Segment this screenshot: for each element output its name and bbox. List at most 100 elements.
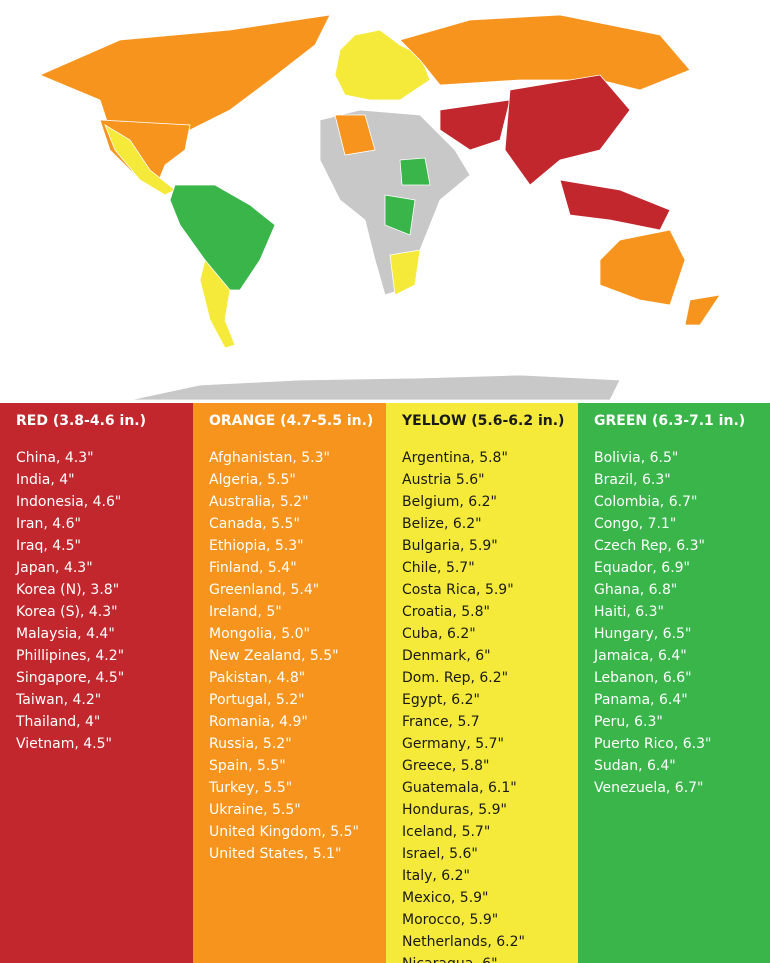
column-header: GREEN (6.3-7.1 in.) xyxy=(594,413,746,429)
country-entry: Honduras, 5.9" xyxy=(402,802,507,818)
country-entry: Malaysia, 4.4" xyxy=(16,626,115,642)
country-entry: United Kingdom, 5.5" xyxy=(209,824,359,840)
country-entry: Ghana, 6.8" xyxy=(594,582,678,598)
country-entry: Guatemala, 6.1" xyxy=(402,780,517,796)
south-africa xyxy=(389,249,421,296)
world-map xyxy=(38,14,721,401)
orange-column: ORANGE (4.7-5.5 in.) Afghanistan, 5.3" Alg… xyxy=(193,403,386,963)
country-entry: Netherlands, 6.2" xyxy=(402,934,525,950)
country-entry: Ireland, 5" xyxy=(209,604,282,620)
country-entry: Iceland, 5.7" xyxy=(402,824,491,840)
column-header: RED (3.8-4.6 in.) xyxy=(16,413,147,429)
congo xyxy=(384,194,416,236)
country-entry: United States, 5.1" xyxy=(209,846,342,862)
country-entry: Singapore, 4.5" xyxy=(16,670,125,686)
country-entry: Japan, 4.3" xyxy=(16,560,93,576)
country-entry: Vietnam, 4.5" xyxy=(16,736,112,752)
country-entry: Ethiopia, 5.3" xyxy=(209,538,304,554)
country-entry: Nicaragua, 6" xyxy=(402,953,578,963)
country-entry: Belize, 6.2" xyxy=(402,516,482,532)
country-entry: Lebanon, 6.6" xyxy=(594,670,692,686)
red-column: RED (3.8-4.6 in.) China, 4.3" India, 4" Ind… xyxy=(0,403,193,963)
antarctica xyxy=(129,374,621,401)
europe xyxy=(334,29,431,101)
country-entry: Denmark, 6" xyxy=(402,648,491,664)
country-entry: Mexico, 5.9" xyxy=(402,890,489,906)
country-entry: Turkey, 5.5" xyxy=(209,780,293,796)
country-entry: Indonesia, 4.6" xyxy=(16,494,122,510)
country-entry: Puerto Rico, 6.3" xyxy=(594,736,712,752)
country-entry: Jamaica, 6.4" xyxy=(594,648,687,664)
south-america xyxy=(169,184,276,291)
country-entry: Korea (S), 4.3" xyxy=(16,604,118,620)
country-entry: Romania, 4.9" xyxy=(209,714,308,730)
country-entry: France, 5.7 xyxy=(402,714,480,730)
country-entry: Russia, 5.2" xyxy=(209,736,292,752)
country-entry: Hungary, 6.5" xyxy=(594,626,692,642)
new-zealand xyxy=(684,294,721,326)
country-entry: Congo, 7.1" xyxy=(594,516,677,532)
country-entry: Algeria, 5.5" xyxy=(209,472,296,488)
country-entry: Colombia, 6.7" xyxy=(594,494,698,510)
country-entry: Equador, 6.9" xyxy=(594,560,690,576)
country-entry: Morocco, 5.9" xyxy=(402,912,499,928)
russia xyxy=(399,14,691,91)
country-entry: Panama, 6.4" xyxy=(594,692,688,708)
country-entry: Croatia, 5.8" xyxy=(402,604,490,620)
country-entry: Iraq, 4.5" xyxy=(16,538,81,554)
country-entry: Mongolia, 5.0" xyxy=(209,626,310,642)
country-entry: China, 4.3" xyxy=(16,450,94,466)
country-entry: Cuba, 6.2" xyxy=(402,626,476,642)
north-america xyxy=(38,14,331,131)
australia xyxy=(599,229,686,306)
country-entry: Austria 5.6" xyxy=(402,472,485,488)
country-entry: India, 4" xyxy=(16,472,75,488)
country-entry: Sudan, 6.4" xyxy=(594,758,676,774)
country-entry: Costa Rica, 5.9" xyxy=(402,582,514,598)
country-entry: Venezuela, 6.7" xyxy=(594,780,704,796)
country-entry: Greece, 5.8" xyxy=(402,758,490,774)
country-entry: Argentina, 5.8" xyxy=(402,450,508,466)
country-entry: Afghanistan, 5.3" xyxy=(209,450,330,466)
middle-east xyxy=(439,99,511,151)
legend-columns: RED (3.8-4.6 in.) China, 4.3" India, 4" Ind… xyxy=(0,403,770,963)
country-entry: Australia, 5.2" xyxy=(209,494,309,510)
sudan xyxy=(399,157,431,186)
country-entry: Israel, 5.6" xyxy=(402,846,478,862)
country-entry: Pakistan, 4.8" xyxy=(209,670,306,686)
column-header: ORANGE (4.7-5.5 in.) xyxy=(209,413,374,429)
country-entry: Phillipines, 4.2" xyxy=(16,648,125,664)
country-entry: Bulgaria, 5.9" xyxy=(402,538,498,554)
country-entry: Dom. Rep, 6.2" xyxy=(402,670,509,686)
country-entry: Germany, 5.7" xyxy=(402,736,504,752)
country-entry: Spain, 5.5" xyxy=(209,758,286,774)
country-entry: Chile, 5.7" xyxy=(402,560,475,576)
country-entry: Korea (N), 3.8" xyxy=(16,582,120,598)
mexico xyxy=(104,124,176,196)
country-entry: Iran, 4.6" xyxy=(16,516,81,532)
country-entry: Belgium, 6.2" xyxy=(402,494,497,510)
country-entry: Czech Rep, 6.3" xyxy=(594,538,705,554)
column-header: YELLOW (5.6-6.2 in.) xyxy=(402,413,565,429)
country-entry: Haiti, 6.3" xyxy=(594,604,664,620)
country-entry: Egypt, 6.2" xyxy=(402,692,480,708)
country-entry: Ukraine, 5.5" xyxy=(209,802,301,818)
country-entry: Finland, 5.4" xyxy=(209,560,297,576)
country-entry: New Zealand, 5.5" xyxy=(209,648,339,664)
country-entry: Brazil, 6.3" xyxy=(594,472,671,488)
country-entry: Italy, 6.2" xyxy=(402,868,470,884)
southeast-asia xyxy=(559,179,671,231)
yellow-column: YELLOW (5.6-6.2 in.) Argentina, 5.8" Austr… xyxy=(386,403,578,963)
southern-cone xyxy=(199,259,236,349)
algeria xyxy=(334,114,376,156)
green-column: GREEN (6.3-7.1 in.) Bolivia, 6.5" Brazil, … xyxy=(578,403,770,963)
country-entry: Thailand, 4" xyxy=(16,714,101,730)
china-india xyxy=(504,74,631,186)
country-entry: Bolivia, 6.5" xyxy=(594,450,679,466)
country-entry: Canada, 5.5" xyxy=(209,516,300,532)
country-entry: Taiwan, 4.2" xyxy=(16,692,102,708)
country-entry: Greenland, 5.4" xyxy=(209,582,320,598)
country-entry: Portugal, 5.2" xyxy=(209,692,305,708)
country-entry: Peru, 6.3" xyxy=(594,714,663,730)
